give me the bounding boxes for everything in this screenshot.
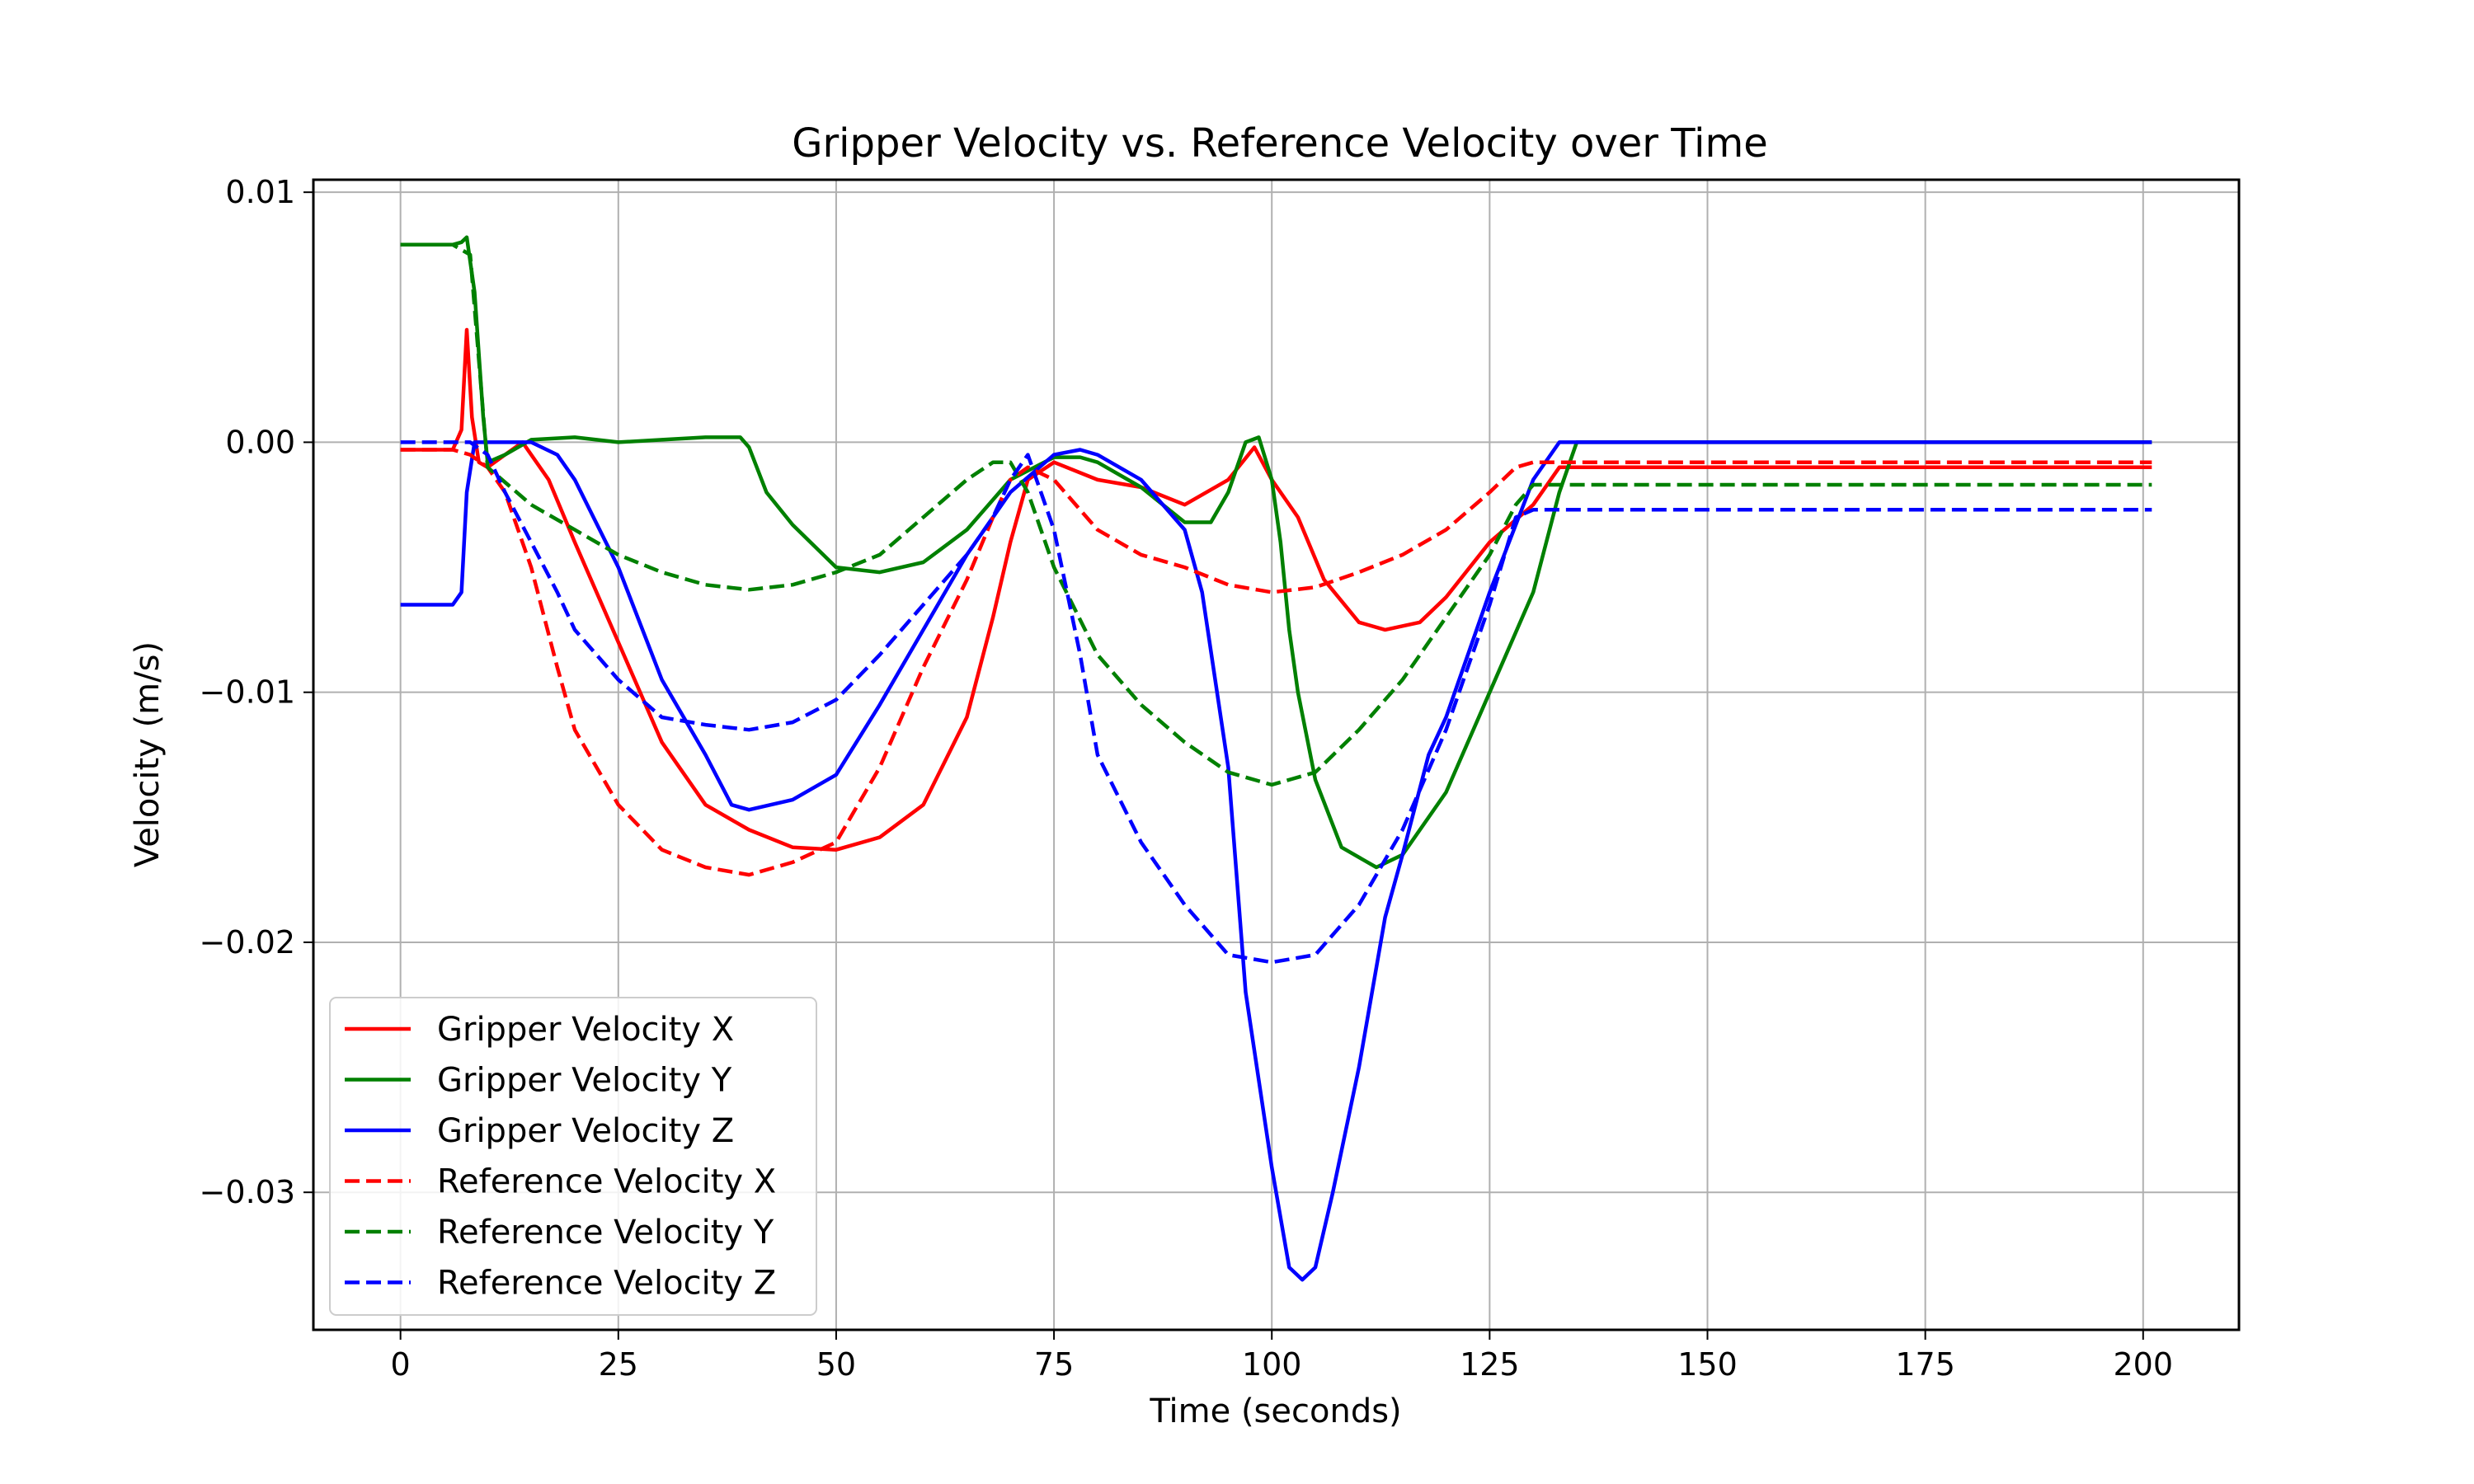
- x-tick-label: 25: [599, 1346, 638, 1383]
- x-tick-label: 150: [1677, 1346, 1738, 1383]
- series-lines: [400, 235, 2152, 1282]
- legend-label: Gripper Velocity Z: [437, 1112, 734, 1150]
- x-tick-label: 125: [1460, 1346, 1520, 1383]
- series-line-2: [400, 235, 2152, 870]
- y-tick-label: −0.01: [200, 674, 295, 711]
- legend-label: Gripper Velocity X: [437, 1011, 734, 1049]
- series-line-3: [400, 440, 2152, 1282]
- y-tick-label: 0.00: [225, 424, 295, 460]
- x-tick-label: 100: [1242, 1346, 1302, 1383]
- x-tick-label: 0: [391, 1346, 411, 1383]
- x-tick-label: 200: [2114, 1346, 2174, 1383]
- x-tick-label: 75: [1034, 1346, 1074, 1383]
- legend: Gripper Velocity X Gripper Velocity Y Grip…: [329, 997, 817, 1316]
- legend-label: Reference Velocity Y: [437, 1214, 774, 1252]
- x-tick-label: 175: [1895, 1346, 1955, 1383]
- axis-ticks: 0 25 50 75 100 125 150 175 200 0.01 0.00 −0.01 −0.02…: [200, 174, 2173, 1383]
- y-axis-label: Velocity (m/s): [129, 641, 167, 867]
- series-line-6: [400, 440, 2152, 965]
- y-tick-label: 0.01: [225, 174, 295, 210]
- x-tick-label: 50: [816, 1346, 856, 1383]
- y-tick-label: −0.02: [200, 924, 295, 960]
- chart-title: Gripper Velocity vs. Reference Velocity …: [792, 120, 1768, 167]
- series-line-4: [400, 448, 2152, 877]
- legend-label: Gripper Velocity Y: [437, 1062, 732, 1100]
- series-line-5: [400, 242, 2152, 787]
- legend-label: Reference Velocity Z: [437, 1265, 776, 1303]
- x-axis-label: Time (seconds): [1149, 1392, 1401, 1430]
- legend-label: Reference Velocity X: [437, 1163, 776, 1201]
- plot-frame: [312, 178, 2241, 1331]
- legend-box: [329, 997, 817, 1316]
- y-tick-label: −0.03: [200, 1174, 295, 1210]
